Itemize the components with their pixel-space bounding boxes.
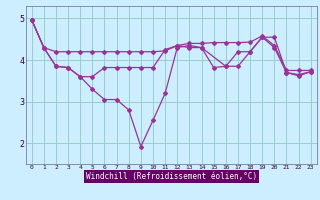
X-axis label: Windchill (Refroidissement éolien,°C): Windchill (Refroidissement éolien,°C) [86, 172, 257, 181]
